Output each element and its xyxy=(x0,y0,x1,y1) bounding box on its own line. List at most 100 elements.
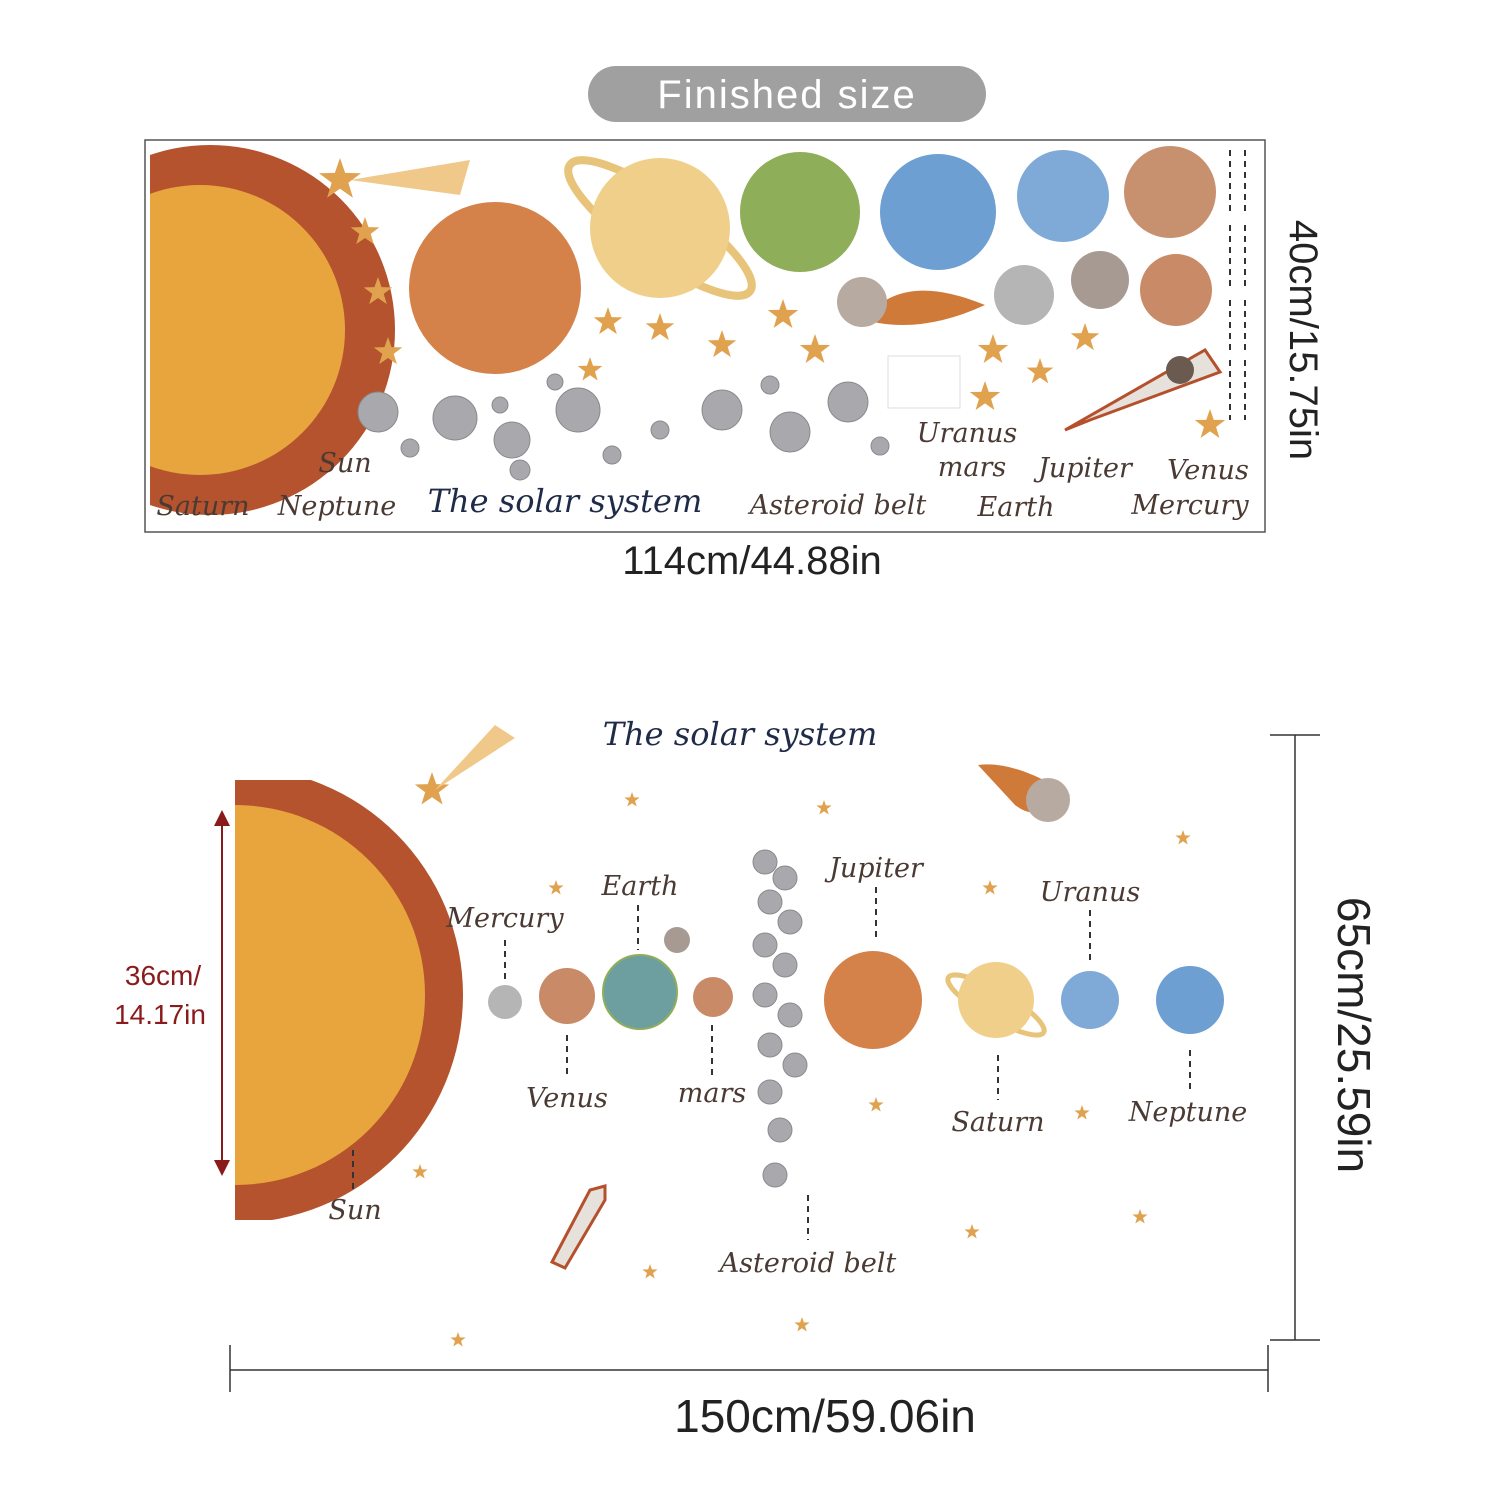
sheet-label: Jupiter xyxy=(1033,453,1134,484)
star xyxy=(794,1317,810,1332)
asteroid xyxy=(509,459,531,481)
asteroid xyxy=(762,1162,788,1188)
asteroid xyxy=(782,1052,808,1078)
asteroid xyxy=(772,865,798,891)
star xyxy=(982,880,998,895)
planet-label: Saturn xyxy=(951,1107,1044,1138)
asteroid xyxy=(546,373,564,391)
asteroid xyxy=(493,421,531,459)
star xyxy=(1074,1105,1090,1120)
asteroid xyxy=(491,396,509,414)
planet xyxy=(1017,150,1109,242)
layout-decorations xyxy=(352,725,1224,1347)
asteroid xyxy=(777,909,803,935)
star xyxy=(412,1164,428,1179)
badge-title: Finished size xyxy=(657,73,916,117)
sheet-label: Uranus xyxy=(917,418,1017,449)
sun-body xyxy=(235,805,425,1185)
asteroid xyxy=(357,391,399,433)
star xyxy=(548,880,564,895)
asteroid xyxy=(757,1079,783,1105)
planet xyxy=(664,927,690,953)
planet-label: Mercury xyxy=(445,903,564,934)
mini-chart xyxy=(887,355,961,409)
planet xyxy=(958,962,1034,1038)
asteroid xyxy=(400,438,420,458)
asteroid xyxy=(767,1117,793,1143)
star xyxy=(868,1097,884,1112)
asteroid xyxy=(760,375,780,395)
planet-label: Earth xyxy=(601,871,679,902)
planet xyxy=(1061,971,1119,1029)
planet xyxy=(1026,778,1070,822)
sheet-label: Neptune xyxy=(277,491,397,522)
comet xyxy=(865,290,985,325)
shooting-star-tail xyxy=(435,725,515,790)
planet xyxy=(1166,356,1194,384)
planet-label: Asteroid belt xyxy=(717,1248,897,1279)
planet-label: Sun xyxy=(328,1195,381,1226)
sun-height: 36cm/ xyxy=(125,960,201,991)
asteroid xyxy=(555,387,601,433)
planet-label: Neptune xyxy=(1128,1097,1248,1128)
star xyxy=(1132,1209,1148,1224)
asteroid xyxy=(701,389,743,431)
planet xyxy=(590,158,730,298)
planet xyxy=(602,954,678,1030)
planet xyxy=(488,985,522,1019)
sheet-label: Earth xyxy=(977,492,1055,523)
asteroid xyxy=(752,849,778,875)
star xyxy=(414,772,450,805)
asteroid xyxy=(757,1032,783,1058)
planet xyxy=(1140,254,1212,326)
badge xyxy=(588,66,986,122)
planet xyxy=(837,277,887,327)
sheet-sun xyxy=(150,145,395,515)
sheet-label: mars xyxy=(938,452,1006,483)
planet xyxy=(1124,146,1216,238)
planet-label: Jupiter xyxy=(824,853,925,884)
star xyxy=(642,1264,658,1279)
layout-width: 150cm/59.06in xyxy=(674,1390,976,1442)
planet xyxy=(1156,966,1224,1034)
planet xyxy=(1071,251,1129,309)
asteroid xyxy=(752,982,778,1008)
layout-height: 65cm/25.59in xyxy=(1328,897,1380,1173)
comet-tail xyxy=(350,160,470,195)
asteroid xyxy=(772,952,798,978)
sheet-label: Venus xyxy=(1167,455,1249,486)
planet-label: Uranus xyxy=(1040,877,1140,908)
star xyxy=(450,1332,466,1347)
planet xyxy=(693,977,733,1017)
planet-label: mars xyxy=(678,1078,746,1109)
planet xyxy=(740,152,860,272)
layout-title: The solar system xyxy=(603,715,878,753)
planet-label: Venus xyxy=(526,1083,608,1114)
asteroid xyxy=(769,411,811,453)
star xyxy=(624,792,640,807)
star xyxy=(1175,830,1191,845)
sheet-label: Mercury xyxy=(1130,490,1249,521)
star xyxy=(964,1224,980,1239)
asteroid xyxy=(432,395,478,441)
layout-sun xyxy=(235,780,463,1220)
asteroid xyxy=(757,889,783,915)
sheet-decorations xyxy=(319,146,1246,481)
planet xyxy=(880,154,996,270)
asteroid xyxy=(752,932,778,958)
sheet-width: 114cm/44.88in xyxy=(622,539,881,583)
planet xyxy=(409,202,581,374)
sun-height: 14.17in xyxy=(114,999,206,1030)
star xyxy=(816,800,832,815)
asteroid xyxy=(650,420,670,440)
planet xyxy=(994,265,1054,325)
planet xyxy=(824,951,922,1049)
asteroid xyxy=(870,436,890,456)
sheet-title: The solar system xyxy=(428,482,703,520)
sheet-label: Asteroid belt xyxy=(747,490,927,521)
rocket xyxy=(549,1184,607,1270)
asteroid xyxy=(602,445,622,465)
